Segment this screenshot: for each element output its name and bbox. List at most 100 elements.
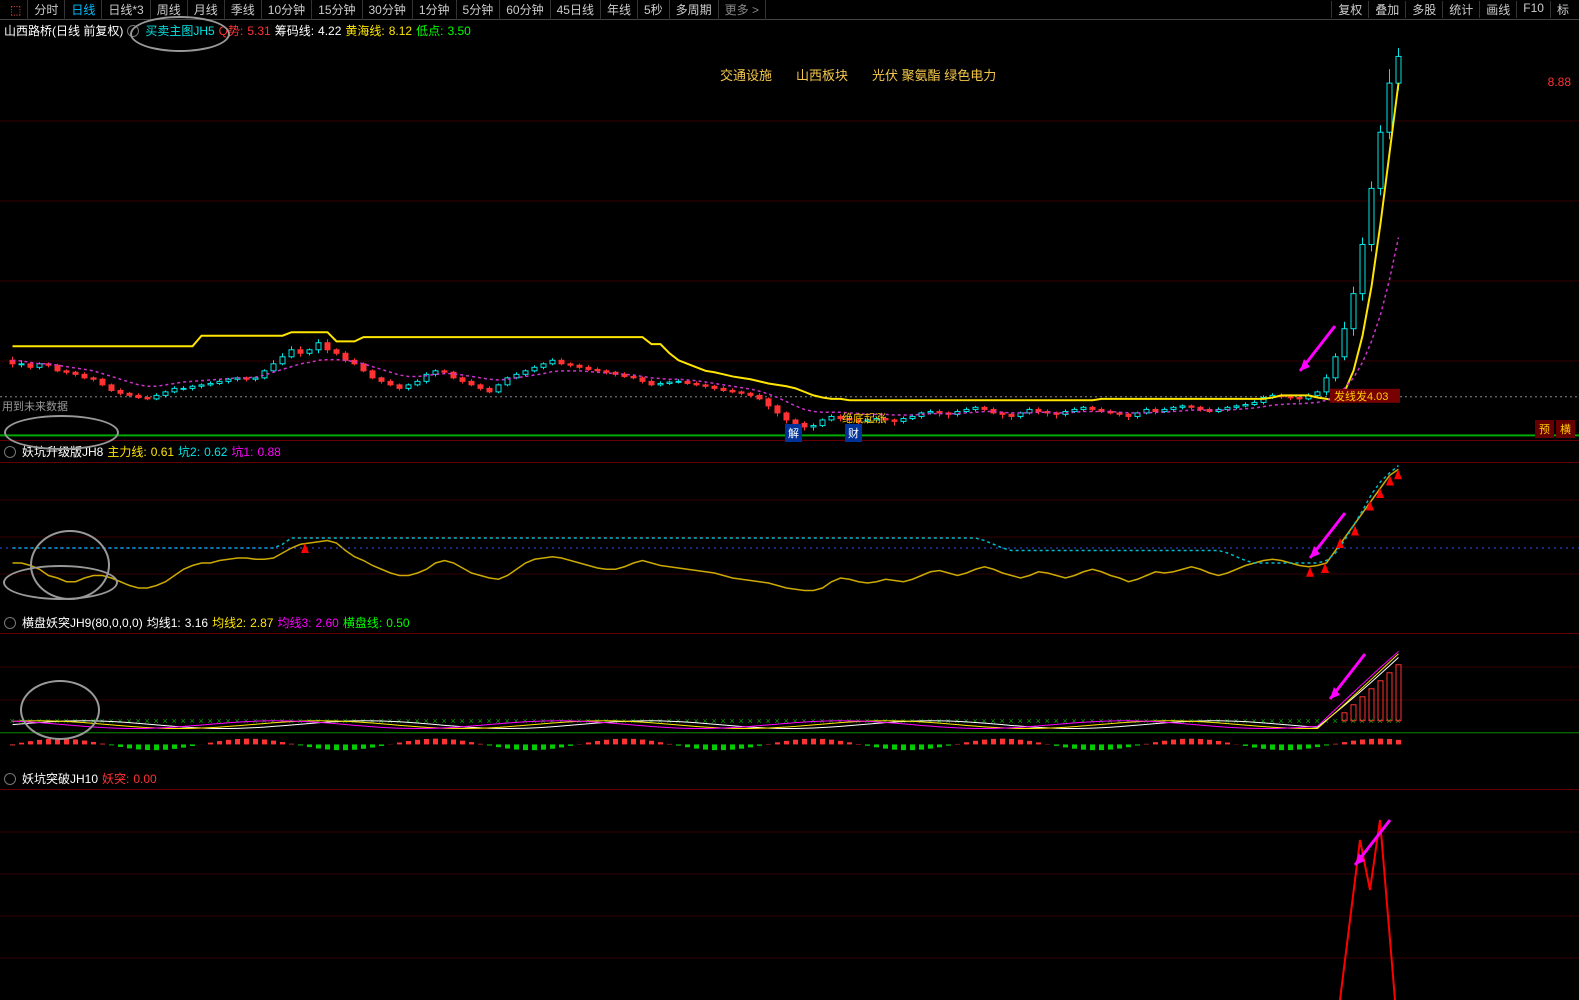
stock-name: 山西路桥(日线 前复权): [4, 22, 123, 39]
indicator-label: 主力线:: [107, 443, 146, 460]
timeframe-tab[interactable]: 分时: [28, 0, 65, 20]
hh-val: 8.12: [389, 24, 412, 38]
svg-text:×: ×: [127, 716, 132, 726]
sub2-header: 横盘妖突JH9(80,0,0,0) 均线1:3.16均线2:2.87均线3:2.…: [0, 612, 1579, 633]
indicator-label: 横盘线:: [343, 614, 382, 631]
svg-text:×: ×: [523, 716, 528, 726]
chip-val: 4.22: [318, 24, 341, 38]
chip-label: 筹码线:: [275, 22, 314, 39]
main-chart[interactable]: 交通设施山西板块光伏 聚氨酯 绿色电力 8.88 发线发4.03 绝底起涨 解 …: [0, 41, 1579, 441]
svg-text:×: ×: [1252, 716, 1257, 726]
svg-text:×: ×: [694, 716, 699, 726]
svg-text:×: ×: [1036, 716, 1041, 726]
tool-button[interactable]: F10: [1516, 1, 1550, 18]
gear-icon[interactable]: [4, 773, 16, 785]
svg-text:×: ×: [406, 716, 411, 726]
svg-text:×: ×: [1027, 716, 1032, 726]
sub3-chart[interactable]: [0, 789, 1579, 999]
svg-text:×: ×: [199, 716, 204, 726]
svg-text:×: ×: [973, 716, 978, 726]
timeframe-tab[interactable]: 60分钟: [500, 0, 550, 20]
sub1-name: 妖坑升级版JH8: [22, 443, 103, 460]
indicator-value: 0.61: [151, 445, 174, 459]
timeframe-tab[interactable]: 更多 >: [719, 0, 766, 20]
timeframe-tab[interactable]: 5秒: [638, 0, 670, 20]
marker-cai: 财: [845, 424, 862, 442]
svg-text:×: ×: [964, 716, 969, 726]
gear-icon[interactable]: [4, 446, 16, 458]
svg-text:×: ×: [226, 716, 231, 726]
timeframe-tab[interactable]: 日线: [65, 0, 102, 20]
svg-text:×: ×: [730, 716, 735, 726]
svg-text:×: ×: [217, 716, 222, 726]
indicator-value: 2.87: [250, 616, 273, 630]
timeframe-tab[interactable]: 年线: [601, 0, 638, 20]
svg-text:×: ×: [703, 716, 708, 726]
svg-text:×: ×: [460, 716, 465, 726]
svg-text:×: ×: [1306, 716, 1311, 726]
tool-button[interactable]: 复权: [1331, 1, 1368, 18]
indicator-label: 均线2:: [212, 614, 246, 631]
hh-label: 黄海线:: [345, 22, 384, 39]
tool-button[interactable]: 标: [1550, 1, 1575, 18]
timeframe-tab[interactable]: 45日线: [551, 0, 601, 20]
svg-text:×: ×: [739, 716, 744, 726]
sub1-svg: [0, 463, 1579, 613]
tool-button[interactable]: 多股: [1405, 1, 1442, 18]
timeframe-tab[interactable]: 1分钟: [413, 0, 457, 20]
indicator-icon[interactable]: ⬚: [4, 0, 28, 20]
sub3-header: 妖坑突破JH10 妖突:0.00: [0, 768, 1579, 789]
indicator-value: 0.62: [204, 445, 227, 459]
svg-text:×: ×: [1297, 716, 1302, 726]
timeframe-tab[interactable]: 10分钟: [262, 0, 312, 20]
svg-text:×: ×: [181, 716, 186, 726]
gear-icon[interactable]: [127, 25, 139, 37]
svg-text:×: ×: [1072, 716, 1077, 726]
timeframe-toolbar: ⬚ 分时日线日线*3周线月线季线10分钟15分钟30分钟1分钟5分钟60分钟45…: [0, 0, 1579, 20]
svg-text:×: ×: [685, 716, 690, 726]
indicator-value: 0.00: [133, 772, 156, 786]
sub1-header: 妖坑升级版JH8 主力线:0.61坑2:0.62坑1:0.88: [0, 441, 1579, 462]
timeframe-tab[interactable]: 30分钟: [363, 0, 413, 20]
svg-text:×: ×: [982, 716, 987, 726]
svg-text:×: ×: [802, 716, 807, 726]
indicator-label: 坑1:: [231, 443, 253, 460]
svg-text:×: ×: [1243, 716, 1248, 726]
indicator-value: 3.16: [185, 616, 208, 630]
timeframe-tab[interactable]: 5分钟: [457, 0, 501, 20]
svg-text:×: ×: [190, 716, 195, 726]
timeframe-tab[interactable]: 季线: [225, 0, 262, 20]
svg-text:×: ×: [136, 716, 141, 726]
svg-text:×: ×: [415, 716, 420, 726]
main-indicator-name: 买卖主图JH5: [145, 22, 214, 39]
indicator-label: 均线1:: [147, 614, 181, 631]
svg-text:×: ×: [1270, 716, 1275, 726]
timeframe-tab[interactable]: 周线: [151, 0, 188, 20]
tool-button[interactable]: 画线: [1479, 1, 1516, 18]
svg-text:发线发4.03: 发线发4.03: [1334, 389, 1388, 403]
tool-button[interactable]: 统计: [1442, 1, 1479, 18]
svg-text:×: ×: [721, 716, 726, 726]
timeframe-tab[interactable]: 日线*3: [102, 0, 150, 20]
svg-text:×: ×: [793, 716, 798, 726]
sub1-chart[interactable]: [0, 462, 1579, 612]
svg-text:×: ×: [172, 716, 177, 726]
svg-text:×: ×: [757, 716, 762, 726]
svg-text:×: ×: [748, 716, 753, 726]
tool-button[interactable]: 叠加: [1368, 1, 1405, 18]
svg-text:×: ×: [118, 716, 123, 726]
svg-text:×: ×: [397, 716, 402, 726]
future-data-label: 用到未来数据: [2, 398, 68, 414]
timeframe-tab[interactable]: 15分钟: [312, 0, 362, 20]
right-badges: 预横: [1535, 420, 1575, 438]
svg-text:×: ×: [163, 716, 168, 726]
indicator-value: 0.50: [386, 616, 409, 630]
low-label: 低点:: [416, 22, 443, 39]
sub2-chart[interactable]: ××××××××××××××××××××××××××××××××××××××××…: [0, 633, 1579, 768]
q-label: Q势:: [219, 22, 244, 39]
svg-text:×: ×: [1081, 716, 1086, 726]
timeframe-tab[interactable]: 月线: [188, 0, 225, 20]
timeframe-tab[interactable]: 多周期: [670, 0, 719, 20]
gear-icon[interactable]: [4, 617, 16, 629]
indicator-label: 均线3:: [277, 614, 311, 631]
